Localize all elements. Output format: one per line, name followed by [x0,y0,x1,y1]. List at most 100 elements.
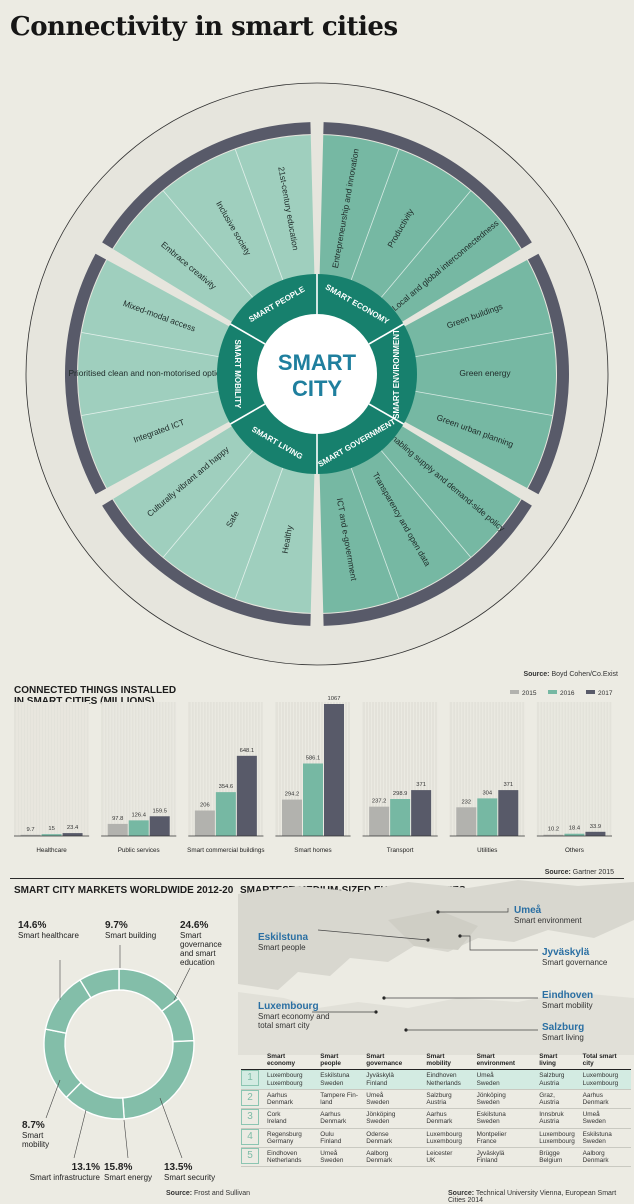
donut-slice [121,1039,195,1120]
table-cell: Innsbruk Austria [535,1108,579,1129]
category-panel [536,702,612,836]
spoke-divider [163,450,254,558]
table-cell: Leicester UK [422,1147,473,1168]
table-row: 2 Aarhus Denmark Tampere Fin- land Umeå … [241,1089,631,1110]
table-cell: Graz, Austria [535,1089,579,1110]
center-label: CITY [292,376,342,401]
legend-label: 2017 [598,690,613,697]
bar-value-label: 298.9 [393,791,408,797]
table-cell: Luxembourg Luxembourg [422,1128,473,1149]
table-cell: Aalborg Denmark [362,1147,423,1168]
category-label: Public services [118,847,160,854]
table-cell: Brügge Belgium [535,1147,579,1168]
donut-leader-line [173,967,191,1001]
column-header: Smart mobility [422,1052,473,1071]
bar-2017 [236,755,257,836]
spoke-divider [350,467,400,599]
city-callout-eindhoven: Eindhoven Smart mobility [542,990,594,1010]
domain-arc-0 [323,122,532,249]
table-cell: Jönköping Sweden [472,1089,536,1110]
bar-2016 [128,820,149,836]
markets-source: Source: Frost and Sullivan [166,1190,251,1197]
table-cell: Luxembourg Luxembourg [535,1128,579,1149]
donut-leader-line [123,1119,129,1159]
bar-2015 [194,810,215,836]
center-circle [257,314,377,434]
table-cell: Odense Denmark [362,1128,423,1149]
bar-value-label: 232 [461,799,471,805]
page-title: Connectivity in smart cities [10,12,398,42]
spoke-divider [350,149,400,281]
spoke-divider [163,190,254,298]
bar-2016 [215,792,236,836]
table-cell: Umeå Sweden [316,1147,363,1168]
bar-value-label: 33.9 [590,824,601,830]
bar-2015 [456,807,477,836]
donut-slice [43,1028,83,1099]
domain-arc-5 [102,122,311,249]
table-cell: Jyväskylä Finland [472,1147,536,1168]
spoke-label: Prioritised clean and non-motorised opti… [68,368,229,378]
legend-swatch [510,690,519,694]
table-row: 4 Regensburg Germany Oulu Finland Odense… [241,1128,631,1149]
table-cell: Luxembourg Luxembourg [263,1069,317,1090]
city-callout-jyvaskyla: Jyväskylä Smart governance [542,947,608,967]
table-cell: Eindhoven Netherlands [422,1069,473,1090]
spoke-divider [380,450,471,558]
table-row: 3 Cork Ireland Aarhus Denmark Jönköping … [241,1108,631,1129]
cities-ranking-table: Smart economy Smart people Smart governa… [241,1052,631,1168]
bar-2016 [41,834,62,836]
table-cell: Cork Ireland [263,1108,317,1129]
domain-arc-1 [527,253,570,495]
bar-2015 [543,834,564,836]
domain-divider [368,403,405,425]
bar-value-label: 586.1 [306,755,321,761]
rank-cell: 5 [241,1147,263,1168]
bar-value-label: 18.4 [569,826,581,832]
category-label: Utilities [477,847,497,854]
domain-sector-1 [367,259,556,489]
bar-value-label: 206 [200,803,210,809]
table-cell: Eskilstuna Sweden [316,1069,363,1090]
bar-2017 [149,816,170,836]
table-cell: Umeå Sweden [578,1108,631,1129]
connected-heading: CONNECTED THINGS INSTALLED IN SMART CITIE… [14,685,177,707]
domain-arc-2 [323,499,532,626]
bar-2017 [498,790,519,836]
table-cell: Umeå Sweden [362,1089,423,1110]
bar-2016 [477,798,498,836]
bar-value-label: 23.4 [67,825,79,831]
donut-leader-line [73,1109,87,1159]
bar-source: Source: Gartner 2015 [544,869,614,876]
market-label-healthcare: 14.6% Smart healthcare [18,920,79,940]
table-cell: Oulu Finland [316,1128,363,1149]
table-cell: Jyväskylä Finland [362,1069,423,1090]
rank-cell: 1 [241,1069,263,1090]
domain-label: SMART ENVIRONMENT [392,329,401,419]
rank-cell: 2 [241,1089,263,1110]
domain-arc-3 [102,499,311,626]
rank-column-header [241,1052,263,1071]
bar-value-label: 9.7 [27,827,35,833]
cities-heading: SMARTEST MEDIUM-SIZED EUROPEAN CITIES [240,885,466,896]
spoke-label: Healthy [280,524,295,555]
bar-value-label: 304 [482,790,492,796]
domain-divider [229,323,266,345]
bar-value-label: 294.2 [285,792,300,798]
bar-2016 [390,799,411,836]
table-cell: Regensburg Germany [263,1128,317,1149]
table-cell: Tampere Fin- land [316,1089,363,1110]
table-cell: Salzburg Austria [535,1069,579,1090]
column-header: Total smart city [578,1052,631,1071]
table-cell: Aarhus Denmark [263,1089,317,1110]
cities-source: Source: Technical University Vienna, Eur… [448,1190,617,1204]
domain-arc-4 [64,253,107,495]
spoke-divider [81,332,219,358]
table-cell: Aarhus Denmark [578,1089,631,1110]
table-row: 1 Luxembourg Luxembourg Eskilstuna Swede… [241,1069,631,1090]
domain-divider [229,403,266,425]
bar-value-label: 371 [416,782,426,788]
bar-2015 [20,834,41,836]
table-cell: Aarhus Denmark [316,1108,363,1129]
table-cell: Umeå Sweden [472,1069,536,1090]
